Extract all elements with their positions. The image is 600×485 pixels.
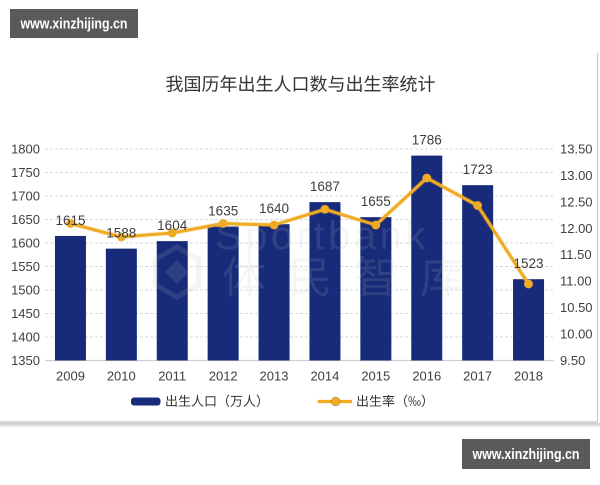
svg-text:1700: 1700: [11, 189, 40, 204]
svg-text:1750: 1750: [11, 165, 40, 180]
svg-text:2014: 2014: [310, 369, 339, 384]
svg-text:2016: 2016: [412, 369, 441, 384]
svg-text:1600: 1600: [11, 236, 40, 251]
svg-text:1723: 1723: [463, 162, 493, 177]
svg-text:1650: 1650: [11, 212, 40, 227]
svg-text:1640: 1640: [259, 201, 289, 216]
svg-text:10.50: 10.50: [560, 300, 593, 315]
svg-text:1500: 1500: [11, 283, 40, 298]
svg-text:1350: 1350: [11, 353, 40, 368]
svg-text:2012: 2012: [209, 369, 238, 384]
svg-text:2018: 2018: [514, 369, 543, 384]
svg-text:1550: 1550: [11, 259, 40, 274]
svg-text:1615: 1615: [55, 213, 85, 228]
svg-text:2013: 2013: [260, 369, 289, 384]
svg-text:1604: 1604: [157, 218, 188, 233]
svg-text:10.00: 10.00: [560, 327, 593, 342]
svg-text:www.xinzhijing.cn: www.xinzhijing.cn: [472, 446, 580, 463]
svg-text:1450: 1450: [11, 306, 40, 321]
svg-text:1635: 1635: [208, 204, 238, 219]
svg-text:1655: 1655: [361, 194, 391, 209]
svg-text:12.50: 12.50: [560, 194, 593, 209]
svg-text:9.50: 9.50: [560, 353, 585, 368]
svg-text:11.00: 11.00: [560, 274, 592, 289]
svg-text:2017: 2017: [463, 369, 492, 384]
svg-text:1400: 1400: [11, 330, 40, 345]
svg-text:1786: 1786: [412, 133, 442, 148]
svg-text:1588: 1588: [106, 226, 136, 241]
svg-text:2009: 2009: [56, 369, 85, 384]
svg-text:2015: 2015: [361, 369, 390, 384]
svg-text:2010: 2010: [107, 369, 136, 384]
svg-text:Sportbank: Sportbank: [215, 214, 429, 258]
svg-text:2011: 2011: [158, 369, 186, 384]
svg-text:12.00: 12.00: [560, 221, 593, 236]
svg-text:1523: 1523: [513, 256, 543, 271]
svg-text:www.xinzhijing.cn: www.xinzhijing.cn: [20, 16, 128, 33]
svg-text:1800: 1800: [11, 142, 40, 157]
svg-text:13.00: 13.00: [560, 168, 593, 183]
svg-text:1687: 1687: [310, 179, 340, 194]
svg-text:13.50: 13.50: [560, 142, 593, 157]
svg-text:11.50: 11.50: [560, 247, 592, 262]
